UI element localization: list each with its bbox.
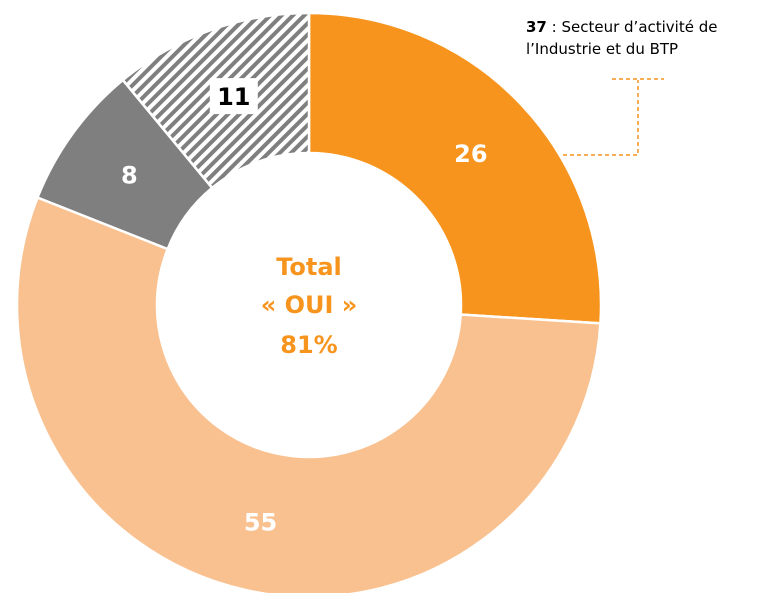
data-label: 55 bbox=[244, 509, 277, 537]
connector bbox=[563, 80, 639, 156]
label-box bbox=[209, 78, 258, 115]
annotation: 37 : Secteur d’activité de l’Industrie e… bbox=[526, 16, 756, 60]
center-label: Total bbox=[276, 253, 342, 281]
center-label: 81% bbox=[280, 331, 337, 359]
data-label: 26 bbox=[454, 140, 487, 168]
slice bbox=[15, 195, 602, 593]
data-label: 11 bbox=[217, 83, 250, 111]
center-label: « OUI » bbox=[261, 291, 358, 319]
annotation-text: : Secteur d’activité de l’Industrie et d… bbox=[526, 18, 718, 58]
annotation-value: 37 bbox=[526, 18, 547, 36]
slice bbox=[307, 11, 603, 325]
data-label: 8 bbox=[121, 162, 138, 190]
